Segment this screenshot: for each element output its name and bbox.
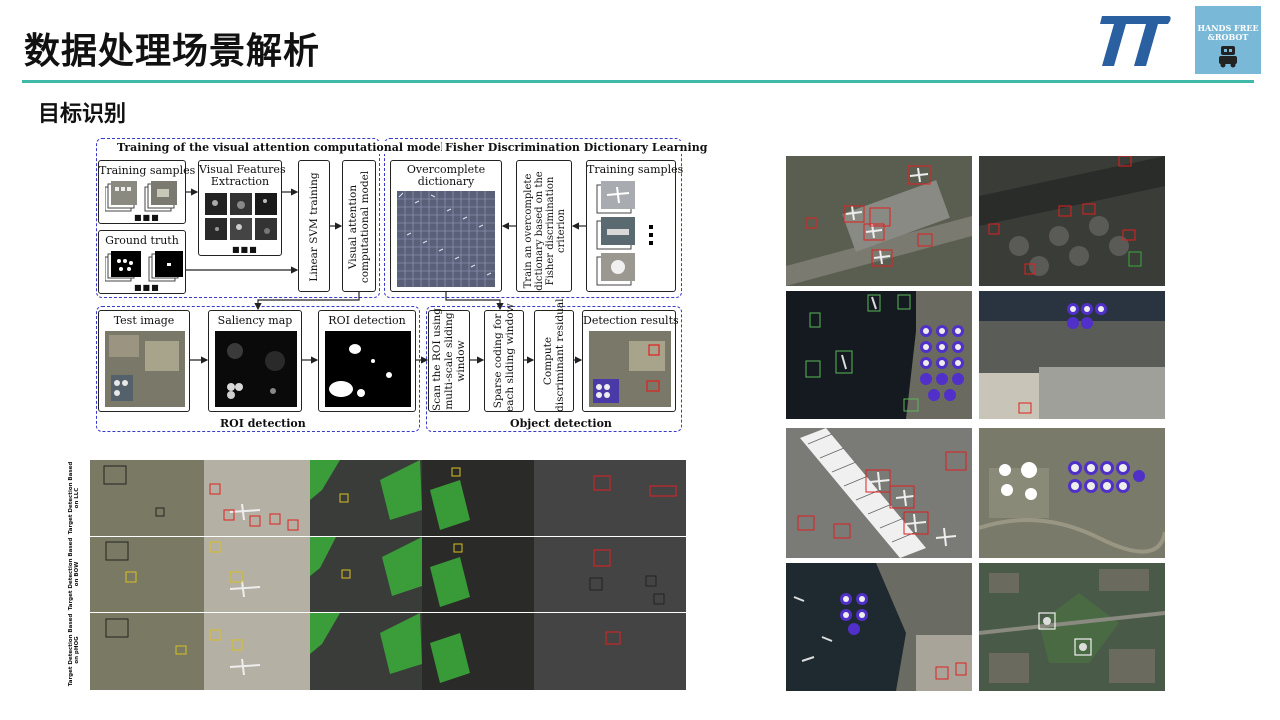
flow-arrows [186,188,586,364]
attention-training-title: Training of the visual attention computa… [114,141,448,154]
oil-tank-farm-detection-image [979,428,1165,558]
ellipsis-icon: ■■■ [134,282,160,292]
object-detection-section-title: Object detection [510,417,612,430]
object-detection-section [426,306,682,432]
logo-text: HANDS FREE &ROBOT [1197,23,1259,42]
visual-features-box: Visual Features Extraction [198,160,286,256]
robot-icon [1219,46,1237,68]
attention-training-section [96,138,380,298]
training-samples-right-box: Training samples [586,160,683,292]
detection-results-thumbnail [589,331,671,407]
fisher-learning-section [384,138,682,298]
page-title: 数据处理场景解析 [24,31,321,72]
comparison-imagery [90,460,686,690]
airport-detection-image-2 [979,156,1165,286]
aircraft-samples-thumbnails [596,181,653,286]
detection-results-box: Detection results [582,310,679,412]
hands-free-robot-logo: HANDS FREE &ROBOT [1195,6,1261,74]
compute-residual-box: Compute discriminant residual [534,299,574,412]
airport-terminal-detection-image [786,428,972,558]
ground-truth-box: Ground truth [98,230,186,294]
train-dictionary-box: Train an overcomplete dictionary based o… [516,160,572,292]
town-detection-image [979,563,1165,691]
tank-farm-detection-image [979,291,1165,419]
test-image-thumbnail [105,331,185,407]
header-divider [22,80,1254,83]
ground-truth-thumbnails [105,251,183,282]
harbor-ships-detection-image [786,563,972,691]
row-label-bow: Target Detection Based on BOW [68,537,80,611]
tt-logo [1100,16,1171,66]
scan-roi-box: Scan the ROI using multi-scale sliding w… [428,308,470,412]
row-llc [90,460,686,536]
row-label-llc: Target Detection Based on LLC [68,461,80,535]
training-samples-box: Training samples [98,160,195,224]
feature-maps-thumbnails [205,193,277,240]
roi-mask-thumbnail [325,331,411,407]
ellipsis-icon: ■■■ [232,244,258,254]
sparse-coding-box: Sparse coding for each sliding window [484,303,524,412]
saliency-map-thumbnail [215,331,297,407]
section-subtitle: 目标识别 [38,102,127,127]
detection-flow-diagram: Training of the visual attention computa… [92,134,711,436]
saliency-map-box: Saliency map [208,310,302,412]
training-samples-thumbnails [105,181,177,212]
airport-detection-image-1 [786,156,972,286]
ellipsis-icon: ■■■ [134,212,160,222]
roi-detection-box: ROI detection [318,310,416,412]
overcomplete-dictionary-box: Overcomplete dictionary [390,160,502,292]
row-label-phog: Target Detection Based on pHOG [68,613,80,687]
harbor-tanks-detection-image [786,291,972,419]
fisher-learning-title: Fisher Discrimination Dictionary Learnin… [442,141,711,154]
linear-svm-box: Linear SVM training [298,160,330,292]
visual-attention-model-box: Visual attention computational model [342,160,376,292]
test-image-box: Test image [98,310,190,412]
roi-detection-section-title: ROI detection [220,417,306,430]
detection-comparison-strip: Target Detection Based on LLC Target Det… [58,460,686,690]
dictionary-atoms-grid [397,191,495,287]
